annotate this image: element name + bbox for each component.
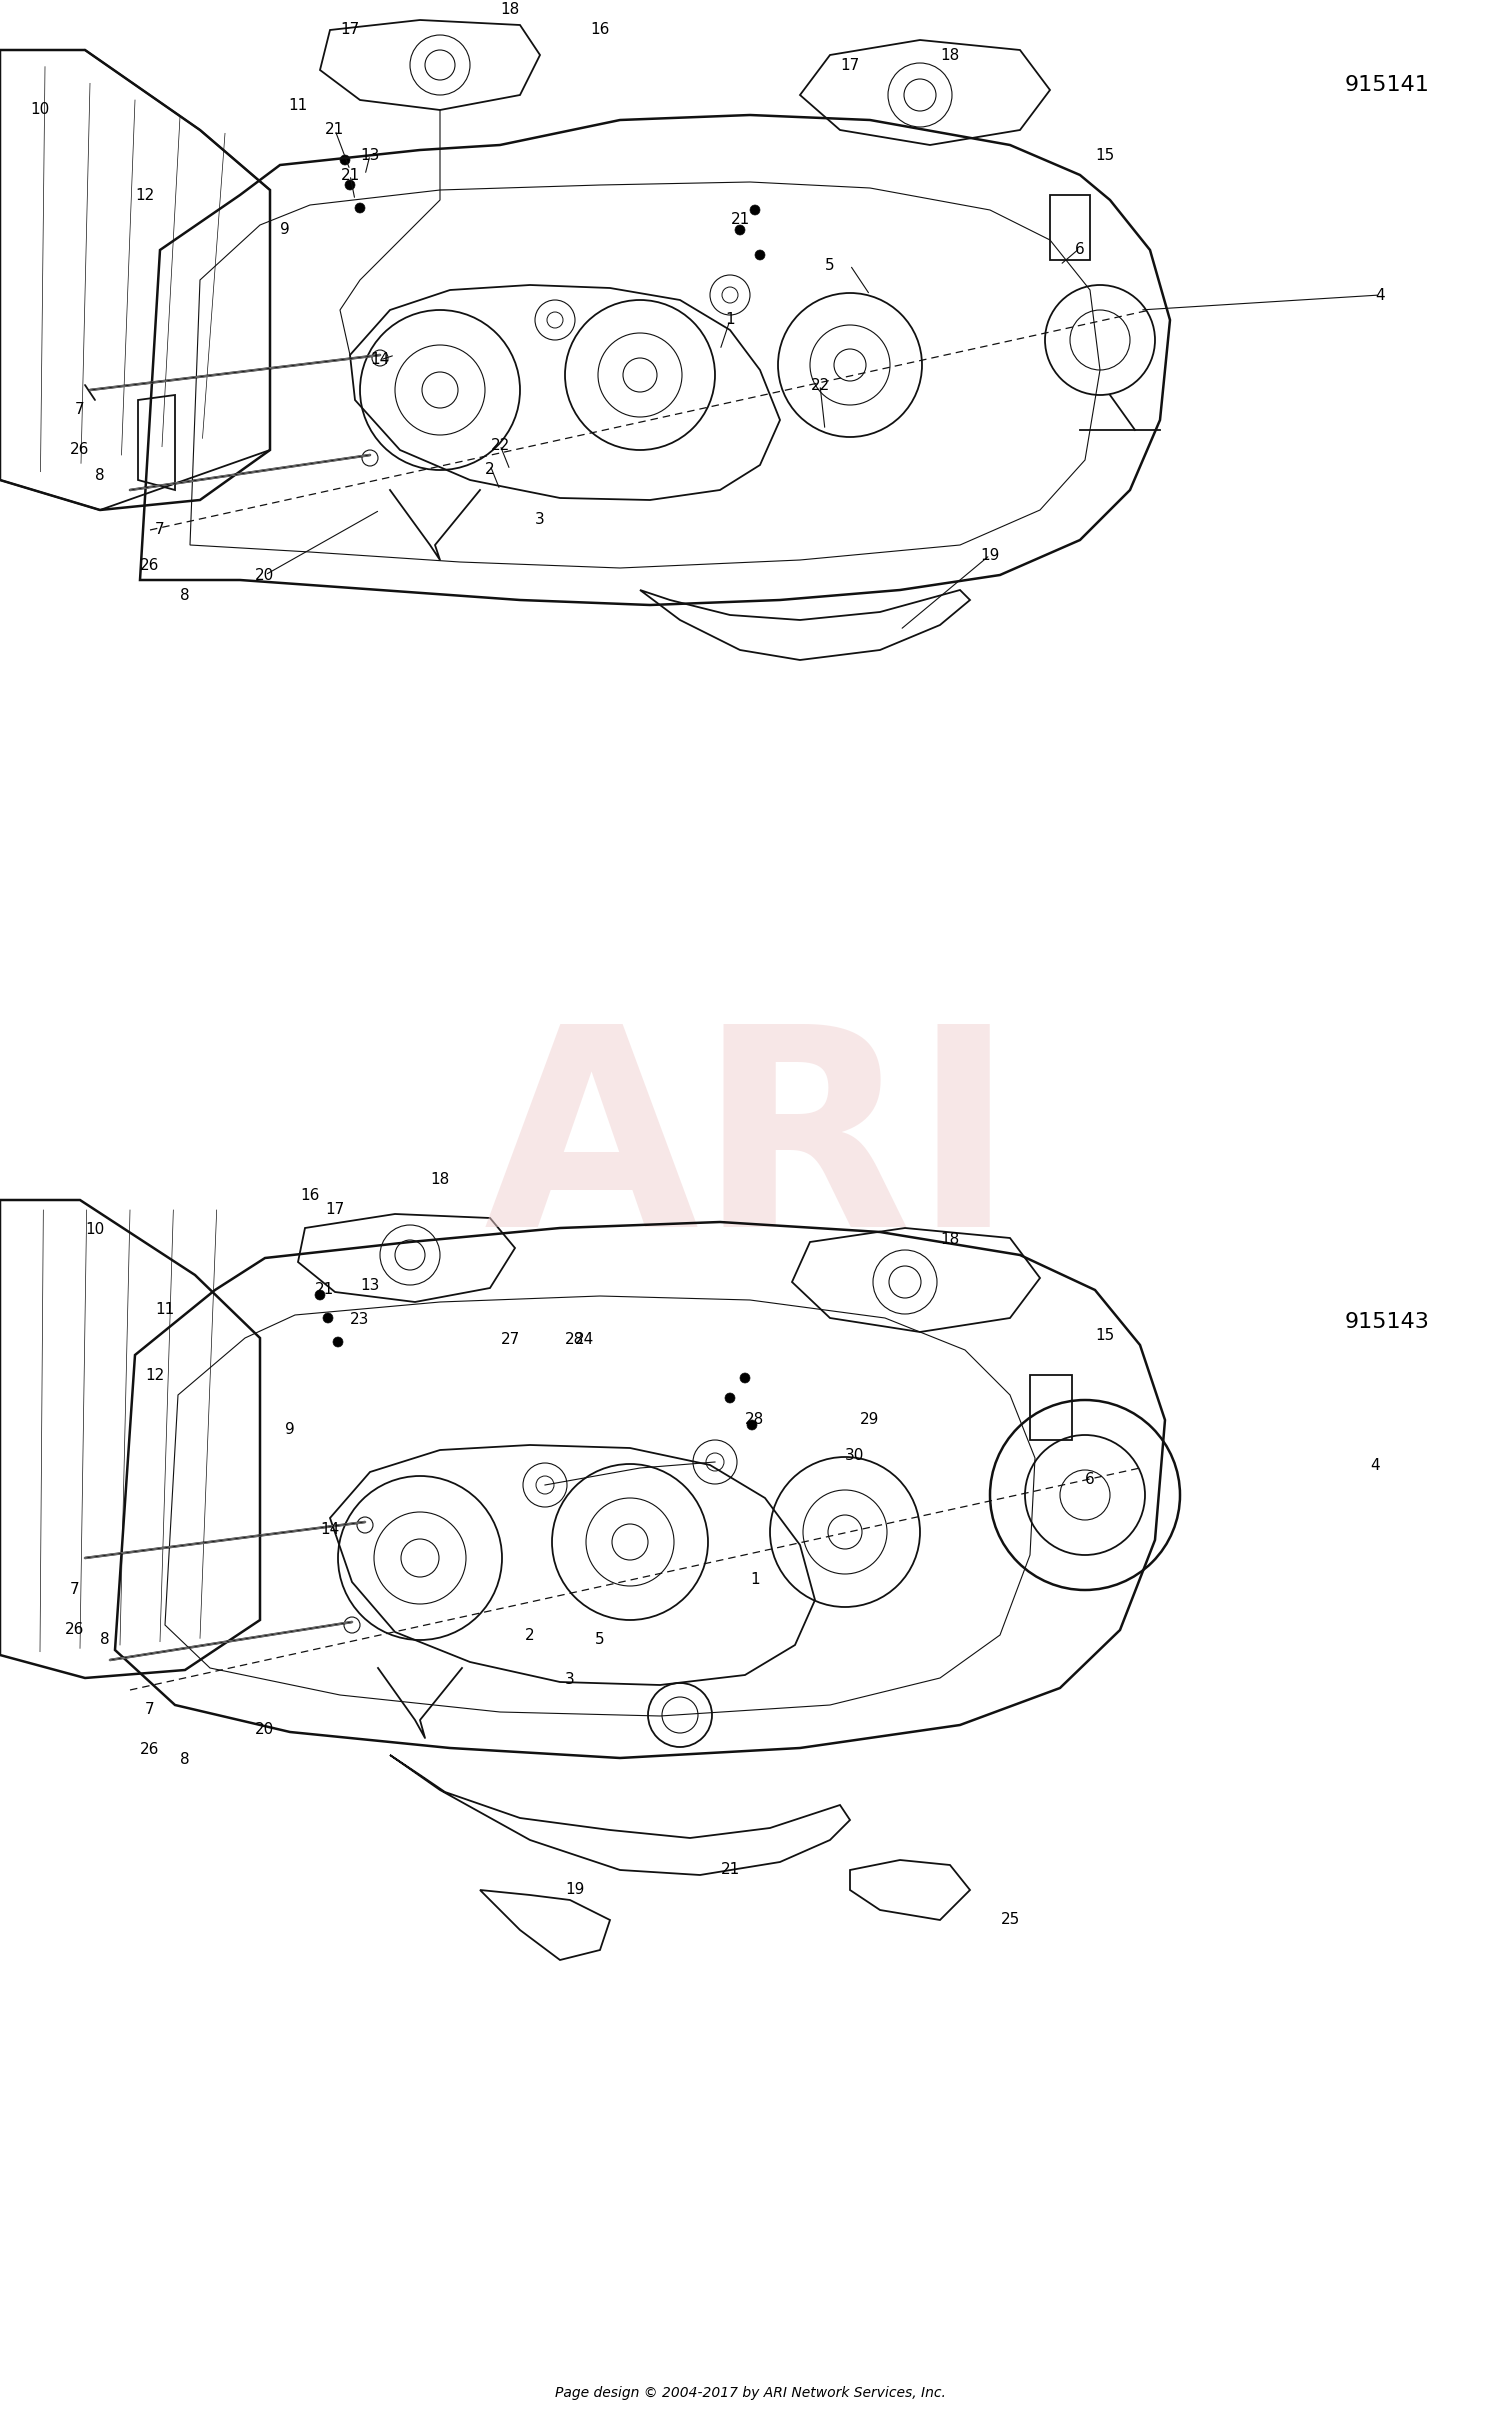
- Text: 1: 1: [724, 312, 735, 327]
- Text: 30: 30: [846, 1448, 864, 1462]
- Circle shape: [524, 1462, 567, 1506]
- Text: 10: 10: [86, 1223, 105, 1237]
- Text: 22: 22: [810, 378, 830, 392]
- Text: 26: 26: [141, 1743, 159, 1758]
- Text: 915143: 915143: [1346, 1312, 1430, 1332]
- Text: 8: 8: [94, 467, 105, 482]
- Text: 28: 28: [566, 1332, 585, 1348]
- Text: 3: 3: [566, 1673, 574, 1687]
- Text: 12: 12: [135, 186, 154, 203]
- Circle shape: [754, 249, 765, 259]
- Text: 28: 28: [746, 1411, 765, 1428]
- Text: 915141: 915141: [1346, 75, 1430, 94]
- Circle shape: [362, 450, 378, 465]
- Text: 13: 13: [360, 1278, 380, 1293]
- Text: 4: 4: [1376, 288, 1384, 303]
- Circle shape: [724, 1392, 735, 1404]
- Text: 21: 21: [326, 123, 345, 138]
- Text: 11: 11: [288, 97, 308, 111]
- Text: 23: 23: [351, 1312, 369, 1327]
- Text: 7: 7: [75, 402, 86, 416]
- Text: 26: 26: [70, 443, 90, 458]
- Text: 19: 19: [566, 1884, 585, 1898]
- Text: 18: 18: [940, 1232, 960, 1247]
- Circle shape: [693, 1440, 736, 1484]
- Text: 20: 20: [255, 567, 274, 583]
- Text: 19: 19: [981, 547, 999, 562]
- Circle shape: [710, 276, 750, 315]
- Circle shape: [357, 1518, 374, 1532]
- Circle shape: [536, 300, 574, 339]
- Text: 21: 21: [315, 1283, 334, 1298]
- Circle shape: [333, 1336, 344, 1346]
- Circle shape: [344, 1617, 360, 1634]
- Circle shape: [340, 155, 350, 165]
- Text: 5: 5: [596, 1632, 604, 1649]
- Text: 26: 26: [66, 1622, 84, 1637]
- Text: 25: 25: [1000, 1913, 1020, 1927]
- Text: 3: 3: [536, 513, 544, 528]
- Text: 12: 12: [146, 1368, 165, 1382]
- Text: 13: 13: [360, 148, 380, 162]
- Text: 17: 17: [326, 1203, 345, 1218]
- Text: 2: 2: [484, 462, 495, 477]
- Circle shape: [315, 1290, 326, 1300]
- Circle shape: [372, 351, 388, 366]
- Text: 8: 8: [180, 588, 190, 603]
- Text: 7: 7: [146, 1702, 154, 1716]
- Text: 27: 27: [501, 1332, 519, 1348]
- Text: 15: 15: [1095, 148, 1114, 162]
- Text: 4: 4: [1370, 1457, 1380, 1472]
- Text: 11: 11: [156, 1302, 174, 1317]
- Text: 18: 18: [501, 2, 519, 17]
- Text: 6: 6: [1084, 1472, 1095, 1486]
- Text: Page design © 2004-2017 by ARI Network Services, Inc.: Page design © 2004-2017 by ARI Network S…: [555, 2387, 945, 2399]
- Text: 7: 7: [70, 1583, 80, 1598]
- Circle shape: [345, 179, 355, 189]
- Circle shape: [747, 1421, 758, 1431]
- Text: 18: 18: [430, 1172, 450, 1186]
- Text: 2: 2: [525, 1627, 536, 1641]
- Text: 1: 1: [750, 1574, 760, 1588]
- Text: ARI: ARI: [484, 1014, 1016, 1286]
- Circle shape: [356, 203, 364, 213]
- Text: 18: 18: [940, 48, 960, 63]
- Text: 17: 17: [840, 58, 860, 73]
- Text: 29: 29: [861, 1411, 879, 1428]
- Text: 20: 20: [255, 1721, 274, 1738]
- Text: 14: 14: [370, 353, 390, 368]
- Text: 21: 21: [720, 1862, 740, 1879]
- Text: 22: 22: [490, 438, 510, 453]
- Text: 14: 14: [321, 1523, 339, 1537]
- Text: 9: 9: [285, 1424, 296, 1438]
- Text: 7: 7: [154, 523, 165, 537]
- Text: 9: 9: [280, 223, 290, 237]
- Text: 8: 8: [180, 1753, 190, 1767]
- Text: 15: 15: [1095, 1327, 1114, 1344]
- Text: 21: 21: [730, 213, 750, 228]
- Text: 24: 24: [576, 1332, 594, 1348]
- Text: 26: 26: [141, 557, 159, 571]
- Text: 5: 5: [825, 257, 836, 274]
- Text: 21: 21: [340, 167, 360, 182]
- Text: 16: 16: [591, 22, 609, 36]
- Text: 8: 8: [100, 1632, 109, 1649]
- Circle shape: [735, 225, 746, 235]
- Text: 6: 6: [1076, 242, 1084, 257]
- Circle shape: [322, 1312, 333, 1322]
- Text: 10: 10: [30, 102, 50, 119]
- Text: 16: 16: [300, 1186, 320, 1203]
- Text: 17: 17: [340, 22, 360, 36]
- Circle shape: [750, 206, 760, 215]
- Circle shape: [740, 1373, 750, 1382]
